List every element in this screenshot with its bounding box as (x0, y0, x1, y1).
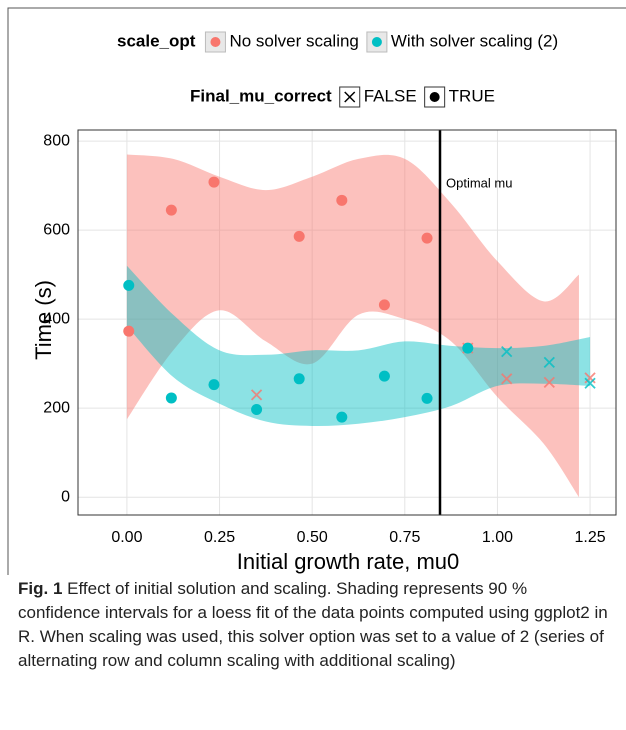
point (336, 411, 348, 423)
y-tick-label: 400 (43, 310, 70, 327)
x-tick-label: 1.25 (574, 529, 605, 546)
point (293, 373, 305, 385)
point (543, 376, 555, 389)
legend-symbol (210, 37, 221, 47)
point (501, 346, 513, 358)
x-tick-label: 0.50 (297, 529, 328, 546)
point (123, 279, 135, 291)
caption-label: Fig. 1 (18, 579, 63, 598)
legend-label: FALSE (364, 86, 417, 105)
point (543, 356, 555, 368)
point (251, 404, 263, 416)
point (462, 342, 474, 354)
y-tick-label: 0 (61, 488, 70, 505)
legend-symbol (429, 92, 440, 102)
legend-title: scale_opt (117, 31, 196, 50)
point (123, 325, 135, 337)
y-tick-label: 800 (43, 132, 70, 149)
legend-symbol (344, 91, 356, 103)
legend-label: TRUE (449, 86, 495, 105)
point (421, 392, 433, 404)
panel-border (77, 129, 617, 516)
x-axis-label: Initial growth rate, mu0 (237, 549, 460, 574)
point (165, 204, 177, 216)
confidence-band (126, 265, 591, 427)
point (293, 230, 305, 242)
reference-label: Optimal mu (446, 175, 512, 190)
chart: Time (s) Initial growth rate, mu0 scale_… (7, 7, 626, 575)
point (378, 370, 390, 382)
frame (7, 7, 626, 575)
legend-symbol (371, 37, 382, 47)
legend-title: Final_mu_correct (190, 86, 332, 105)
point (208, 379, 220, 391)
x-tick-label: 0.00 (111, 529, 142, 546)
point (250, 389, 263, 401)
caption-text: Effect of initial solution and scaling. … (18, 579, 608, 670)
x-tick-label: 0.75 (389, 529, 420, 546)
point (208, 176, 220, 188)
legend-label: With solver scaling (2) (391, 31, 558, 50)
caption: Fig. 1 Effect of initial solution and sc… (18, 577, 610, 673)
point (165, 392, 177, 404)
legend-label: No solver scaling (229, 31, 358, 50)
y-axis-label: Time (s) (31, 280, 56, 360)
point (336, 194, 348, 206)
x-tick-label: 1.00 (482, 529, 513, 546)
point (584, 377, 596, 389)
point (421, 232, 433, 244)
point (378, 299, 390, 311)
y-tick-label: 200 (43, 399, 70, 416)
y-tick-label: 600 (43, 221, 70, 238)
confidence-band (126, 154, 579, 498)
x-tick-label: 0.25 (204, 529, 235, 546)
point (501, 373, 513, 385)
point (584, 372, 596, 384)
